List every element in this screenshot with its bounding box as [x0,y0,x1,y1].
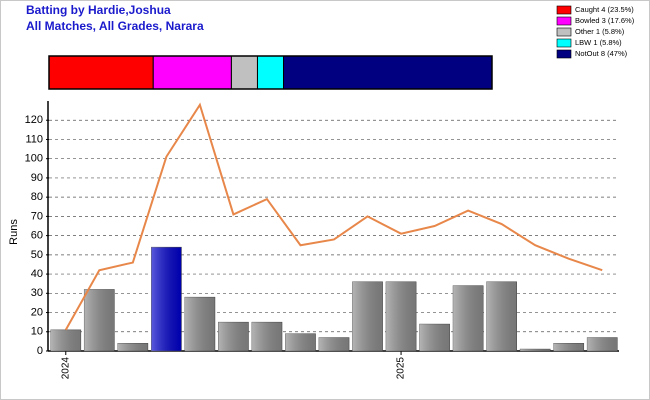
legend-swatch [556,49,572,59]
bar-shine [587,337,618,351]
bar-shine [50,329,81,351]
bar-shine [218,322,249,351]
legend-swatch [556,5,572,15]
legend-label: LBW 1 (5.8%) [575,38,622,47]
bar-shine [553,343,584,351]
bar-shine [318,337,350,351]
dismissal-segment [256,55,285,90]
y-tick-label: 30 [31,287,43,299]
bar-shine [419,324,450,351]
bar-shine [486,281,517,351]
y-tick-label: 70 [31,210,43,222]
y-axis-label: Runs [8,219,20,245]
y-tick-label: 40 [31,268,43,280]
y-tick-label: 80 [31,191,43,203]
dismissal-segment [230,55,258,90]
dismissal-segment [283,55,493,90]
y-tick-label: 120 [25,114,43,126]
legend-label: NotOut 8 (47%) [575,49,628,58]
bar-shine [352,281,383,351]
bar-shine [385,281,417,351]
legend-label: Bowled 3 (17.6%) [575,16,635,25]
bar-shine [520,349,551,351]
bar-shine [251,322,283,351]
dismissal-segment [152,55,232,90]
line [64,102,603,331]
y-tick-label: 50 [31,249,43,261]
chart-title: Batting by Hardie,Joshua [26,3,171,17]
y-tick-label: 100 [25,153,43,165]
bar-shine [453,285,484,351]
chart-subtitle: All Matches, All Grades, Narara [26,19,204,33]
y-tick-label: 110 [25,133,43,145]
bar-shine [285,333,316,351]
legend-swatch [556,27,572,37]
bar-shine [117,343,148,351]
y-tick-label: 20 [31,306,43,318]
x-tick-label: 2024 [60,357,71,380]
y-tick-label: 0 [37,345,43,357]
legend-label: Caught 4 (23.5%) [575,5,634,14]
bar-shine [84,289,115,351]
dismissal-strip-border [48,55,493,90]
legend-swatch [556,16,572,26]
bar-shine [184,297,215,351]
legend-swatch [556,38,572,48]
y-tick-label: 10 [31,326,43,338]
bar-shine [151,247,182,351]
x-tick-label: 2025 [396,357,407,380]
dismissal-segment [48,55,154,90]
legend-label: Other 1 (5.8%) [575,27,625,36]
y-tick-label: 90 [31,172,43,184]
y-tick-label: 60 [31,230,43,242]
